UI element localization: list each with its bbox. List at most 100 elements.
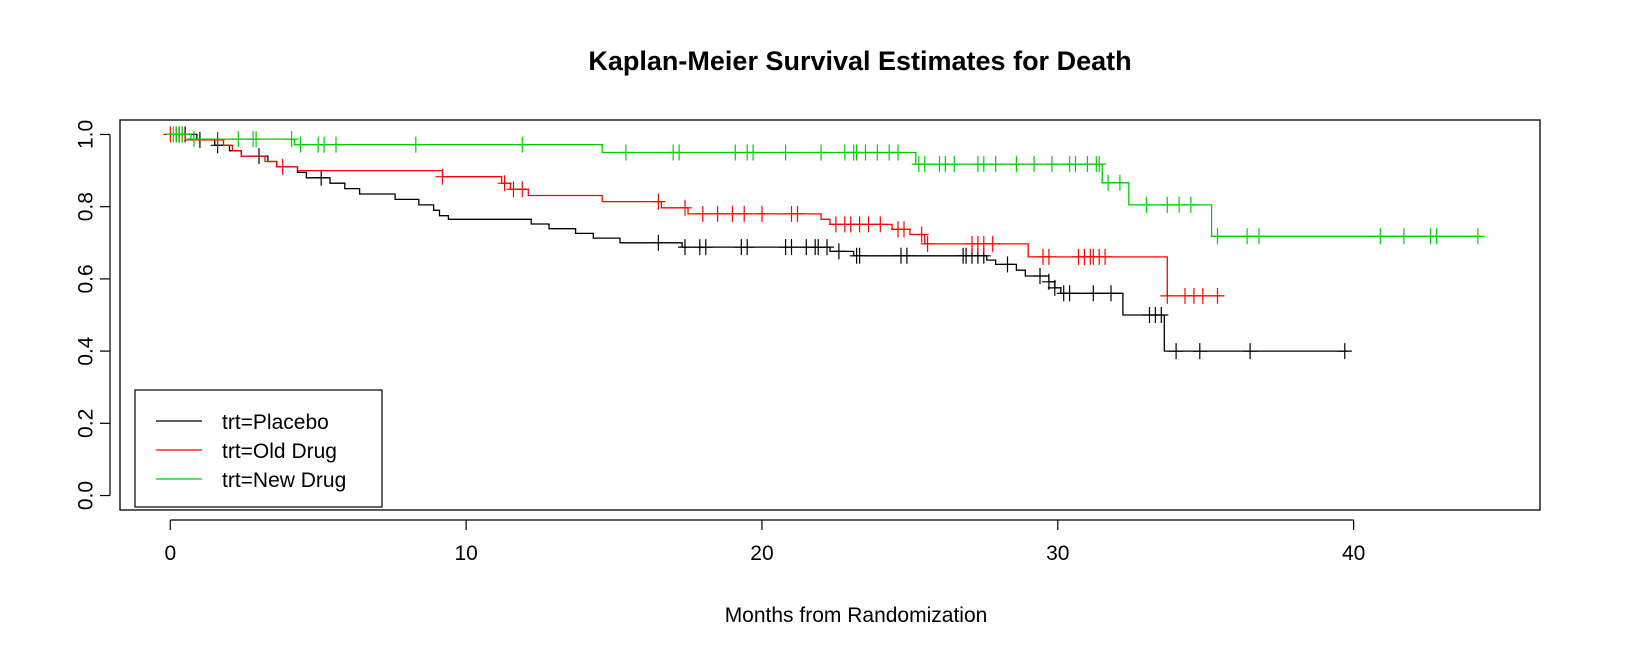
censor-mark — [695, 205, 710, 222]
censor-mark — [737, 205, 752, 222]
x-axis-label: Months from Randomization — [725, 604, 988, 627]
censor-mark — [710, 205, 725, 222]
censor-mark — [1092, 156, 1107, 173]
censor-mark — [249, 131, 264, 148]
censor-mark — [1243, 343, 1258, 360]
censor-mark — [210, 131, 225, 148]
x-tick-label: 0 — [164, 542, 176, 565]
censor-mark — [1252, 228, 1266, 245]
censor-mark — [1086, 285, 1101, 302]
censor-mark — [784, 239, 799, 256]
censor-mark — [293, 136, 308, 153]
censor-mark — [1154, 307, 1169, 323]
censor-mark — [1044, 156, 1059, 173]
censor-mark — [1160, 287, 1175, 304]
censor-mark — [651, 193, 666, 210]
censor-mark — [1373, 228, 1388, 245]
censor-mark — [870, 144, 885, 161]
censor-mark — [175, 126, 190, 143]
censor-mark — [1169, 343, 1184, 360]
censor-mark — [899, 247, 914, 264]
y-tick-label: 0.8 — [74, 192, 97, 221]
censor-mark — [820, 239, 834, 256]
x-tick-label: 40 — [1342, 542, 1365, 565]
censor-mark — [231, 131, 246, 148]
censor-mark — [873, 216, 888, 233]
censor-mark — [651, 234, 666, 251]
censor-mark — [746, 144, 761, 161]
censor-mark — [814, 144, 829, 161]
plot-frame — [119, 119, 1541, 511]
x-tick-label: 10 — [454, 542, 477, 565]
censor-mark — [678, 199, 692, 216]
series-new-drug — [166, 126, 1485, 245]
censor-mark — [1101, 174, 1116, 191]
x-tick-label: 30 — [1046, 542, 1069, 565]
censor-mark — [728, 144, 743, 161]
censor-mark — [435, 168, 450, 185]
censor-mark — [187, 131, 201, 148]
y-tick-label: 1.0 — [74, 120, 97, 149]
y-tick-label: 0.6 — [74, 264, 97, 293]
censor-mark — [1429, 228, 1444, 245]
censor-mark — [790, 205, 805, 222]
censor-mark — [831, 243, 846, 260]
chart-title: Kaplan-Meier Survival Estimates for Deat… — [588, 46, 1131, 76]
censor-mark — [1172, 196, 1187, 213]
censor-mark — [284, 131, 299, 148]
censor-mark — [1210, 228, 1225, 245]
y-tick-label: 0.2 — [74, 409, 97, 438]
y-tick-label: 0.4 — [74, 336, 97, 366]
censor-mark — [1396, 228, 1411, 245]
series-old-drug — [163, 126, 1225, 304]
censor-mark — [920, 235, 935, 252]
censor-mark — [1033, 268, 1047, 284]
censor-mark — [1104, 285, 1118, 302]
censor-mark — [891, 144, 905, 161]
censor-mark — [897, 221, 911, 238]
x-tick-label: 20 — [750, 542, 773, 565]
censor-mark — [1062, 285, 1077, 302]
censor-mark — [1240, 228, 1255, 245]
legend-box — [134, 389, 383, 508]
censor-mark — [515, 136, 530, 153]
series-line-placebo — [170, 133, 1348, 352]
censor-mark — [947, 156, 962, 173]
legend-label-old-drug: trt=Old Drug — [222, 440, 337, 463]
series-line-new-drug — [170, 133, 1481, 237]
censor-mark — [1098, 248, 1113, 265]
censor-mark — [988, 156, 1003, 173]
censor-mark — [1112, 174, 1127, 191]
censor-mark — [515, 181, 530, 198]
censor-mark — [914, 226, 929, 243]
censor-mark — [672, 144, 687, 161]
censor-mark — [698, 239, 713, 256]
legend-label-placebo: trt=Placebo — [222, 411, 329, 434]
censor-mark — [740, 239, 755, 256]
censor-mark — [1068, 156, 1083, 173]
censor-mark — [1047, 279, 1062, 296]
censor-mark — [917, 156, 932, 173]
censor-mark — [678, 239, 692, 256]
censor-mark — [1337, 343, 1352, 360]
censor-mark — [861, 216, 876, 233]
censor-mark — [1160, 196, 1175, 213]
censor-mark — [1139, 196, 1154, 213]
censor-mark — [725, 205, 740, 222]
censor-mark — [778, 144, 793, 161]
censor-mark — [858, 144, 873, 161]
censor-mark — [1210, 287, 1225, 304]
censor-mark — [1027, 156, 1042, 173]
censor-mark — [1041, 248, 1056, 265]
series-placebo — [170, 126, 1352, 360]
series-line-old-drug — [170, 133, 1224, 297]
censor-mark — [985, 235, 1000, 252]
y-axis: 0.0 0.2 0.4 0.6 0.8 1.0 — [74, 120, 111, 510]
censor-mark — [1009, 156, 1024, 173]
censor-mark — [1041, 273, 1056, 290]
censor-mark — [1192, 343, 1207, 360]
censor-mark — [497, 175, 512, 192]
censor-mark — [618, 144, 633, 161]
censor-mark — [1195, 287, 1210, 304]
